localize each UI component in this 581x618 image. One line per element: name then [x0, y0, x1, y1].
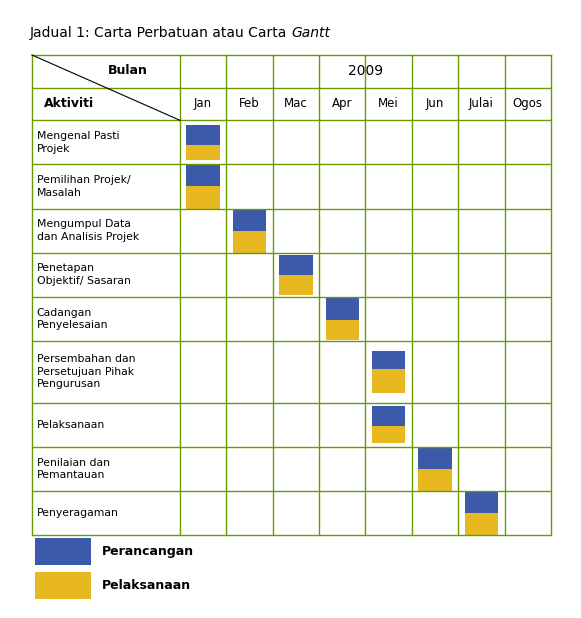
FancyBboxPatch shape	[233, 231, 266, 253]
FancyBboxPatch shape	[465, 513, 498, 535]
FancyBboxPatch shape	[35, 572, 91, 599]
FancyBboxPatch shape	[325, 320, 359, 340]
Text: Penetapan
Objektif/ Sasaran: Penetapan Objektif/ Sasaran	[37, 263, 131, 286]
FancyBboxPatch shape	[465, 491, 498, 513]
Text: Pelaksanaan: Pelaksanaan	[102, 579, 191, 592]
FancyBboxPatch shape	[233, 208, 266, 231]
FancyBboxPatch shape	[279, 255, 313, 274]
Text: Pemilihan Projek/
Masalah: Pemilihan Projek/ Masalah	[37, 176, 130, 198]
Text: Julai: Julai	[469, 98, 494, 111]
FancyBboxPatch shape	[372, 406, 406, 426]
Text: Apr: Apr	[332, 98, 353, 111]
Text: Penyeragaman: Penyeragaman	[37, 508, 119, 518]
FancyBboxPatch shape	[187, 187, 220, 208]
FancyBboxPatch shape	[279, 274, 313, 295]
FancyBboxPatch shape	[325, 298, 359, 320]
FancyBboxPatch shape	[187, 164, 220, 187]
FancyBboxPatch shape	[35, 538, 91, 565]
Text: Jun: Jun	[426, 98, 444, 111]
Text: Penilaian dan
Pemantauan: Penilaian dan Pemantauan	[37, 457, 110, 480]
FancyBboxPatch shape	[372, 351, 406, 370]
FancyBboxPatch shape	[418, 447, 452, 469]
FancyBboxPatch shape	[187, 125, 220, 145]
Text: 2009: 2009	[348, 64, 383, 78]
Text: Jan: Jan	[194, 98, 212, 111]
Text: Persembahan dan
Persetujuan Pihak
Pengurusan: Persembahan dan Persetujuan Pihak Pengur…	[37, 354, 135, 389]
FancyBboxPatch shape	[418, 469, 452, 491]
Text: Feb: Feb	[239, 98, 260, 111]
FancyBboxPatch shape	[372, 426, 406, 444]
Text: Bulan: Bulan	[108, 64, 148, 77]
Text: Aktiviti: Aktiviti	[44, 98, 94, 111]
Text: Ogos: Ogos	[513, 98, 543, 111]
Text: Gantt: Gantt	[292, 27, 331, 40]
Text: Mei: Mei	[378, 98, 399, 111]
Text: Jadual 1: Carta Perbatuan atau Carta: Jadual 1: Carta Perbatuan atau Carta	[30, 27, 292, 40]
Text: Cadangan
Penyelesaian: Cadangan Penyelesaian	[37, 308, 108, 330]
Text: Perancangan: Perancangan	[102, 545, 193, 558]
FancyBboxPatch shape	[372, 370, 406, 393]
Text: Mengumpul Data
dan Analisis Projek: Mengumpul Data dan Analisis Projek	[37, 219, 139, 242]
Text: Mengenal Pasti
Projek: Mengenal Pasti Projek	[37, 131, 119, 153]
Text: Mac: Mac	[284, 98, 308, 111]
FancyBboxPatch shape	[187, 145, 220, 160]
Text: Pelaksanaan: Pelaksanaan	[37, 420, 105, 430]
